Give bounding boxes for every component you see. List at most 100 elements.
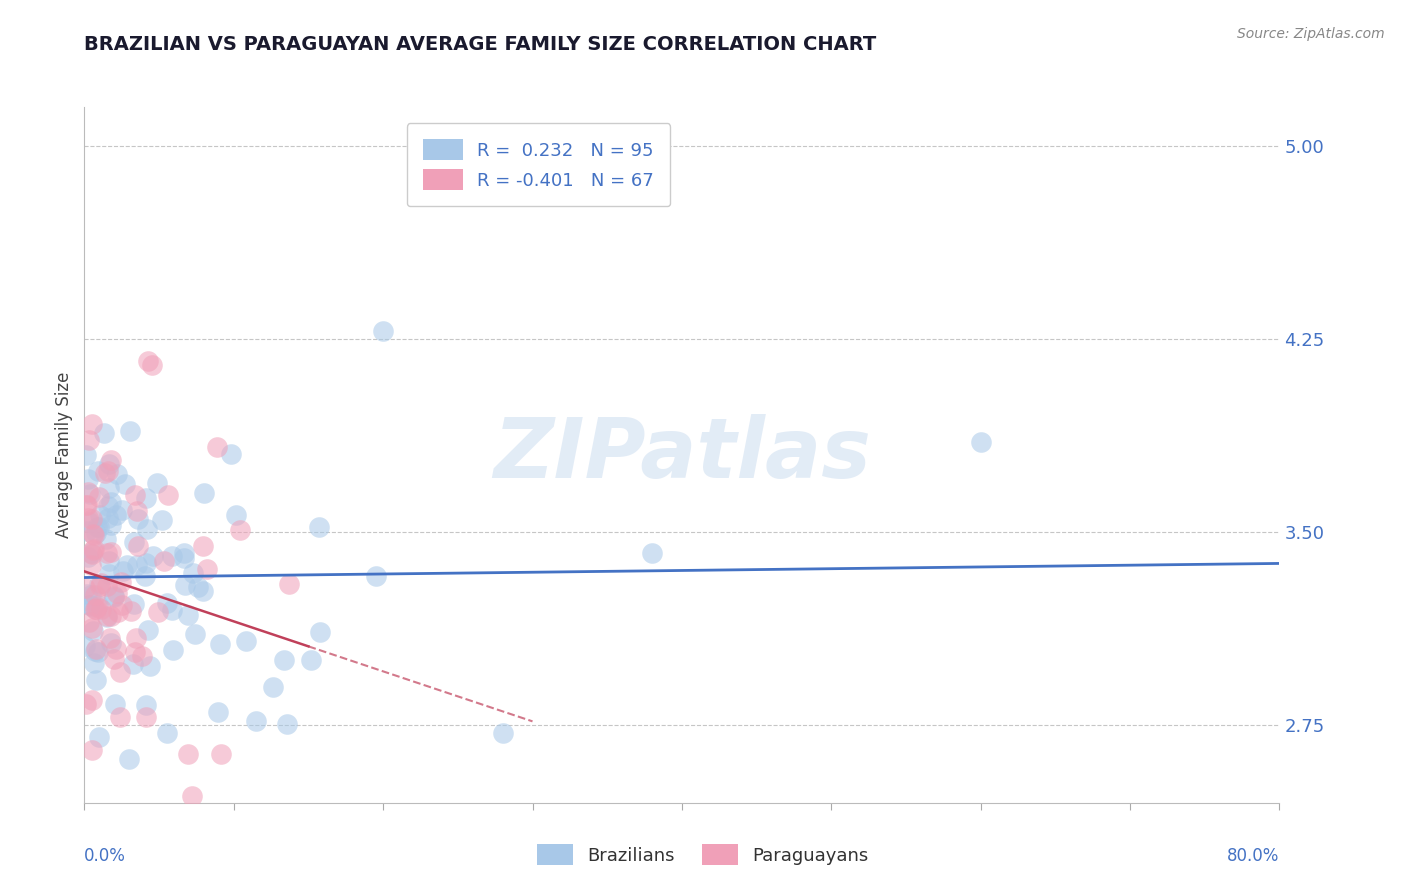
Point xyxy=(110,575,132,590)
Point xyxy=(83,657,105,671)
Point xyxy=(235,634,257,648)
Point xyxy=(100,494,122,508)
Point xyxy=(103,589,125,603)
Point xyxy=(97,500,120,514)
Point xyxy=(309,624,332,639)
Point xyxy=(373,324,395,338)
Point xyxy=(84,673,107,687)
Point xyxy=(100,545,122,559)
Point xyxy=(276,716,298,731)
Point xyxy=(76,498,98,512)
Point xyxy=(135,698,157,713)
Point xyxy=(156,596,179,610)
Point xyxy=(125,504,148,518)
Point xyxy=(225,508,247,523)
Point xyxy=(87,599,110,613)
Point xyxy=(87,644,110,658)
Point xyxy=(83,644,105,658)
Point xyxy=(82,599,104,614)
Point xyxy=(73,639,96,653)
Text: BRAZILIAN VS PARAGUAYAN AVERAGE FAMILY SIZE CORRELATION CHART: BRAZILIAN VS PARAGUAYAN AVERAGE FAMILY S… xyxy=(84,35,876,54)
Point xyxy=(84,526,107,541)
Y-axis label: Average Family Size: Average Family Size xyxy=(55,372,73,538)
Point xyxy=(193,485,215,500)
Point xyxy=(86,519,108,533)
Point xyxy=(117,558,139,572)
Point xyxy=(76,471,98,485)
Point xyxy=(96,579,118,593)
Point xyxy=(364,568,387,582)
Point xyxy=(125,558,148,572)
Point xyxy=(75,697,97,711)
Point xyxy=(105,642,128,657)
Point xyxy=(77,433,100,447)
Point xyxy=(146,605,169,619)
Point xyxy=(97,554,120,568)
Point xyxy=(80,512,103,526)
Point xyxy=(86,599,108,614)
Point xyxy=(641,546,664,560)
Point xyxy=(136,354,159,368)
Point xyxy=(87,490,110,504)
Point xyxy=(100,518,122,533)
Legend: R =  0.232   N = 95, R = -0.401   N = 67: R = 0.232 N = 95, R = -0.401 N = 67 xyxy=(406,123,671,206)
Point xyxy=(124,535,146,549)
Point xyxy=(96,610,118,624)
Point xyxy=(141,358,163,372)
Point xyxy=(104,508,127,522)
Point xyxy=(80,558,103,572)
Point xyxy=(173,546,195,560)
Point xyxy=(76,587,98,601)
Point xyxy=(131,648,153,663)
Point xyxy=(970,435,993,450)
Point xyxy=(80,621,103,635)
Point xyxy=(184,627,207,641)
Point xyxy=(83,588,105,602)
Point xyxy=(107,467,129,481)
Point xyxy=(111,503,134,517)
Point xyxy=(177,608,200,623)
Point xyxy=(107,606,129,620)
Point xyxy=(83,602,105,616)
Point xyxy=(492,726,515,740)
Point xyxy=(96,608,118,623)
Point xyxy=(104,697,127,711)
Point xyxy=(127,512,149,526)
Point xyxy=(97,464,120,478)
Point xyxy=(219,447,242,461)
Point xyxy=(134,569,156,583)
Point xyxy=(122,657,145,671)
Point xyxy=(191,539,214,553)
Point xyxy=(142,549,165,564)
Point xyxy=(83,541,105,556)
Point xyxy=(139,658,162,673)
Point xyxy=(136,623,159,637)
Point xyxy=(146,475,169,490)
Point xyxy=(96,511,118,525)
Point xyxy=(77,485,100,500)
Point xyxy=(75,449,97,463)
Text: 0.0%: 0.0% xyxy=(84,847,127,865)
Point xyxy=(162,603,184,617)
Point xyxy=(90,602,112,616)
Point xyxy=(103,652,125,666)
Point xyxy=(120,424,142,438)
Point xyxy=(82,624,104,639)
Point xyxy=(108,665,131,679)
Point xyxy=(181,789,204,804)
Point xyxy=(299,653,322,667)
Point xyxy=(111,599,134,613)
Point xyxy=(124,645,146,659)
Point xyxy=(76,524,98,538)
Point xyxy=(77,515,100,529)
Point xyxy=(177,747,200,761)
Point xyxy=(89,579,111,593)
Point xyxy=(94,466,117,480)
Point xyxy=(79,599,101,613)
Point xyxy=(273,652,295,666)
Point xyxy=(87,464,110,478)
Point xyxy=(83,528,105,542)
Point xyxy=(77,598,100,612)
Point xyxy=(208,637,231,651)
Point xyxy=(98,481,121,495)
